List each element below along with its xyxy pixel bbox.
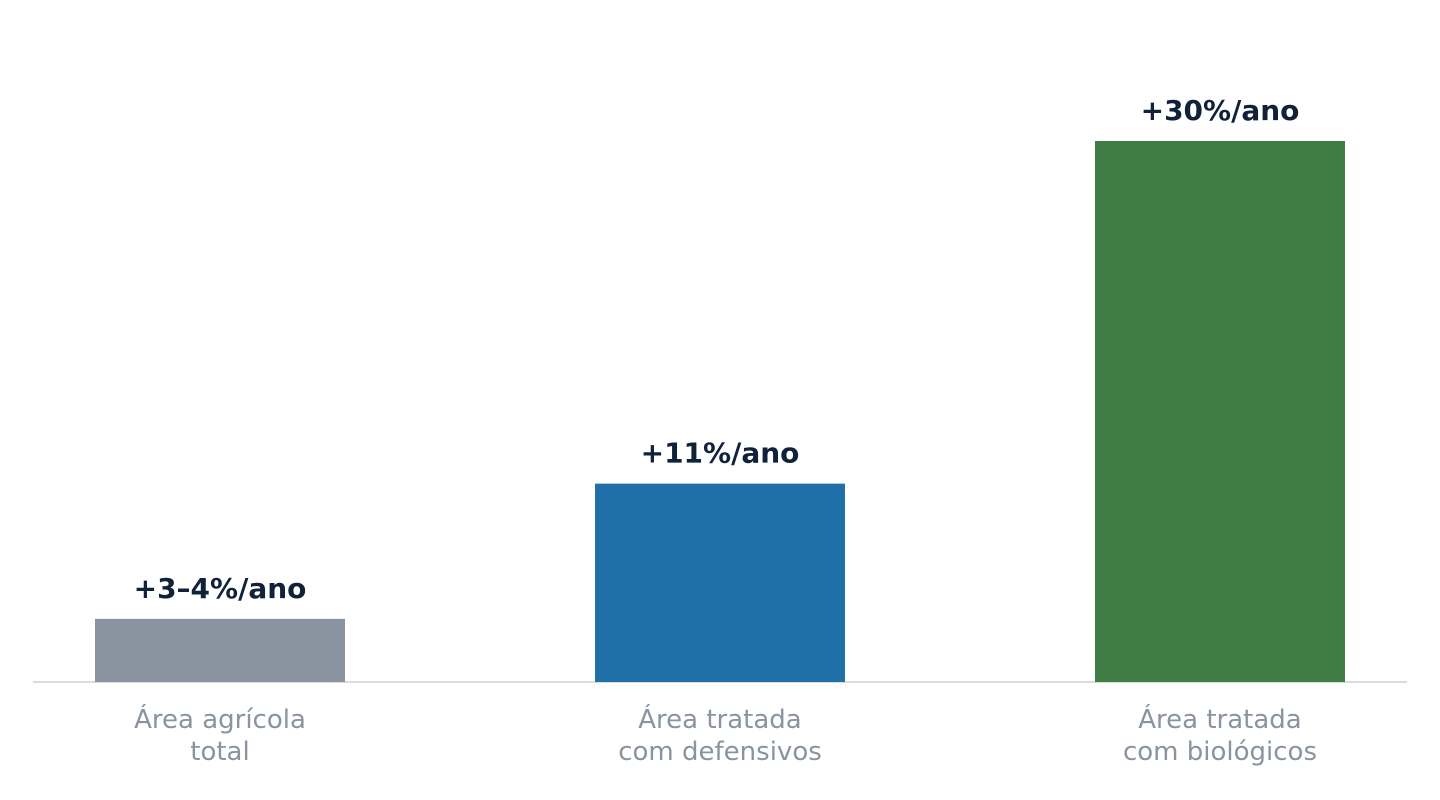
bar bbox=[595, 483, 845, 682]
x-tick-label: Área tratada com defensivos bbox=[618, 703, 822, 767]
x-tick-label: Área tratada com biológicos bbox=[1123, 703, 1317, 767]
value-label: +11%/ano bbox=[641, 437, 800, 470]
x-tick-label: Área agrícola total bbox=[134, 703, 306, 767]
bar bbox=[95, 618, 345, 682]
bar bbox=[1095, 141, 1345, 682]
value-label: +30%/ano bbox=[1141, 94, 1300, 127]
value-label: +3–4%/ano bbox=[134, 572, 307, 605]
